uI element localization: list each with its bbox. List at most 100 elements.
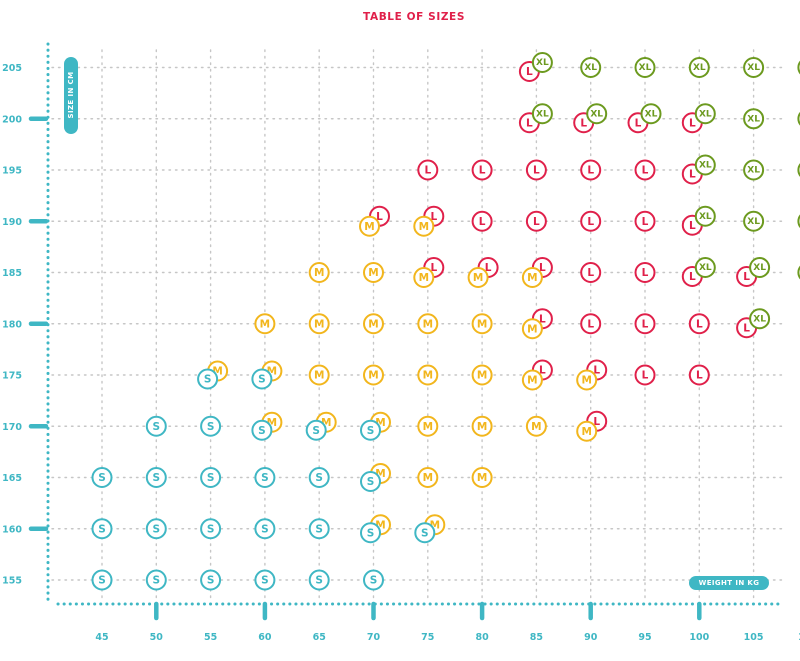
mark-xl: XL bbox=[634, 57, 656, 78]
mark-l: L bbox=[634, 262, 656, 283]
svg-text:XL: XL bbox=[699, 109, 712, 119]
mark-m: M bbox=[363, 364, 384, 386]
mark-s: S bbox=[308, 467, 330, 488]
svg-text:L: L bbox=[533, 216, 540, 228]
svg-text:M: M bbox=[527, 323, 537, 335]
y-tick-label: 175 bbox=[2, 371, 22, 382]
svg-text:M: M bbox=[419, 272, 429, 284]
mark-m: M bbox=[576, 420, 598, 442]
mark-m: M bbox=[308, 364, 330, 386]
mark-l: L bbox=[580, 313, 602, 335]
svg-text:S: S bbox=[421, 527, 429, 539]
y-tick-label: 170 bbox=[2, 422, 22, 433]
svg-text:XL: XL bbox=[536, 58, 549, 68]
y-axis-label: SIZE IN CM bbox=[67, 72, 75, 119]
mark-s: S bbox=[200, 518, 222, 540]
svg-text:M: M bbox=[581, 426, 591, 438]
svg-text:XL: XL bbox=[699, 212, 712, 222]
mark-l: L bbox=[688, 313, 710, 335]
mark-m: M bbox=[471, 364, 493, 386]
svg-text:L: L bbox=[689, 117, 696, 129]
svg-text:S: S bbox=[261, 523, 269, 535]
svg-text:M: M bbox=[423, 318, 433, 330]
svg-text:L: L bbox=[642, 267, 649, 279]
mark-m: M bbox=[417, 467, 439, 488]
svg-text:S: S bbox=[315, 472, 323, 484]
svg-text:S: S bbox=[315, 523, 323, 535]
svg-text:L: L bbox=[743, 271, 750, 283]
mark-m: M bbox=[363, 313, 384, 335]
svg-text:XL: XL bbox=[753, 314, 766, 324]
mark-l: L bbox=[580, 262, 602, 283]
svg-text:L: L bbox=[539, 313, 546, 325]
mark-l: L bbox=[471, 159, 493, 181]
svg-text:S: S bbox=[261, 575, 269, 587]
mark-s: S bbox=[414, 522, 436, 544]
mark-m: M bbox=[471, 415, 493, 437]
mark-l: L bbox=[525, 210, 547, 232]
mark-xl: XL bbox=[749, 308, 771, 330]
x-tick-label: 80 bbox=[475, 632, 489, 643]
mark-xl: XL bbox=[586, 103, 608, 125]
svg-text:S: S bbox=[98, 575, 106, 587]
mark-m: M bbox=[525, 415, 547, 437]
svg-text:L: L bbox=[526, 66, 533, 78]
mark-s: S bbox=[200, 569, 222, 591]
mark-xl: XL bbox=[749, 257, 771, 278]
svg-text:XL: XL bbox=[747, 63, 760, 73]
mark-m: M bbox=[417, 313, 439, 335]
mark-xl: XL bbox=[743, 159, 765, 181]
svg-text:M: M bbox=[375, 519, 385, 531]
svg-text:S: S bbox=[367, 425, 375, 437]
mark-xl: XL bbox=[743, 210, 765, 232]
svg-text:XL: XL bbox=[693, 63, 706, 73]
mark-s: S bbox=[254, 467, 276, 488]
mark-s: S bbox=[360, 471, 381, 492]
svg-text:M: M bbox=[267, 366, 277, 378]
svg-text:S: S bbox=[261, 472, 269, 484]
svg-text:L: L bbox=[696, 370, 703, 382]
mark-xl: XL bbox=[694, 154, 716, 176]
mark-m: M bbox=[471, 313, 493, 335]
svg-text:S: S bbox=[207, 523, 215, 535]
svg-text:M: M bbox=[581, 375, 591, 387]
mark-s: S bbox=[305, 419, 327, 441]
mark-m: M bbox=[471, 467, 493, 488]
svg-text:M: M bbox=[531, 421, 541, 433]
chart-title: TABLE OF SIZES bbox=[363, 11, 465, 23]
svg-text:L: L bbox=[376, 211, 383, 223]
svg-text:S: S bbox=[367, 527, 375, 539]
mark-xl: XL bbox=[531, 52, 553, 73]
mark-s: S bbox=[145, 518, 167, 540]
mark-s: S bbox=[145, 467, 167, 488]
svg-text:M: M bbox=[321, 417, 331, 429]
x-tick-label: 50 bbox=[150, 632, 164, 643]
y-axis-label-pill: SIZE IN CM bbox=[64, 57, 78, 134]
mark-m: M bbox=[417, 415, 439, 437]
svg-text:S: S bbox=[207, 472, 215, 484]
svg-text:M: M bbox=[375, 468, 385, 480]
tick-labels: 155 160 165 170 175 180 185 190 195 200 205 45 50 55 6… bbox=[2, 63, 800, 643]
mark-s: S bbox=[251, 419, 273, 441]
x-tick-label: 60 bbox=[258, 632, 272, 643]
svg-text:L: L bbox=[539, 262, 546, 274]
svg-text:L: L bbox=[689, 220, 696, 232]
mark-m: M bbox=[521, 267, 543, 288]
svg-text:S: S bbox=[98, 523, 106, 535]
x-tick-label: 100 bbox=[689, 632, 709, 643]
mark-s: S bbox=[145, 569, 167, 591]
svg-text:L: L bbox=[485, 262, 492, 274]
svg-text:L: L bbox=[635, 117, 642, 129]
svg-text:M: M bbox=[314, 318, 324, 330]
mark-l: L bbox=[688, 364, 710, 386]
mark-l: L bbox=[417, 159, 439, 181]
x-tick-label: 75 bbox=[421, 632, 434, 643]
mark-m: M bbox=[254, 313, 276, 335]
svg-text:S: S bbox=[204, 374, 212, 386]
axes bbox=[28, 42, 784, 621]
svg-text:M: M bbox=[527, 375, 537, 387]
svg-text:L: L bbox=[430, 211, 437, 223]
svg-text:L: L bbox=[689, 169, 696, 181]
svg-text:L: L bbox=[593, 416, 600, 428]
